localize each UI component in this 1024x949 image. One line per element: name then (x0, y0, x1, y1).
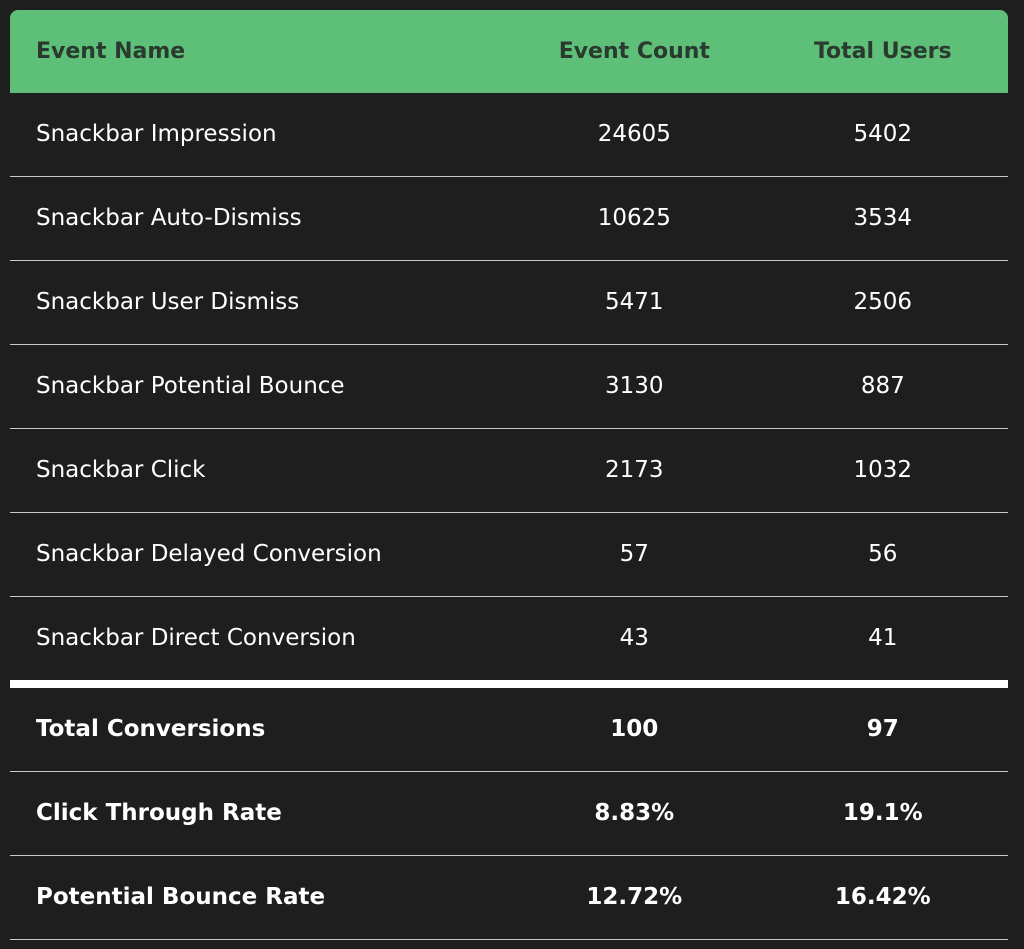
event-name-cell: Snackbar Direct Conversion (36, 625, 356, 651)
event-name-cell: Snackbar Auto-Dismiss (36, 205, 302, 231)
summary-count-cell: 8.83% (594, 800, 675, 826)
summary-name-cell: Click Through Rate (36, 800, 282, 826)
event-count-cell: 10625 (597, 205, 671, 231)
event-count-cell: 43 (619, 625, 649, 651)
total-users-cell: 56 (868, 541, 898, 567)
summary-name-cell: Potential Bounce Rate (36, 884, 326, 910)
event-table: Event Name Event Count Total Users Snack… (10, 10, 1008, 940)
summary-users-cell: 16.42% (834, 884, 931, 910)
table-row: Snackbar Auto-Dismiss 10625 3534 (10, 177, 1008, 261)
header-event-count: Event Count (558, 38, 710, 64)
table-row: Snackbar User Dismiss 5471 2506 (10, 261, 1008, 345)
event-name-cell: Snackbar Delayed Conversion (36, 541, 382, 567)
table-row: Snackbar Click 2173 1032 (10, 429, 1008, 513)
summary-users-cell: 19.1% (842, 800, 923, 826)
table-row: Snackbar Delayed Conversion 57 56 (10, 513, 1008, 597)
summary-count-cell: 12.72% (586, 884, 683, 910)
header-total-users: Total Users (813, 38, 952, 64)
table-row: Snackbar Impression 24605 5402 (10, 93, 1008, 177)
table-row: Snackbar Potential Bounce 3130 887 (10, 345, 1008, 429)
total-users-cell: 3534 (853, 205, 913, 231)
summary-row: Potential Bounce Rate 12.72% 16.42% (10, 856, 1008, 940)
summary-row: Click Through Rate 8.83% 19.1% (10, 772, 1008, 856)
summary-name-cell: Total Conversions (36, 716, 266, 742)
event-name-cell: Snackbar User Dismiss (36, 289, 300, 315)
total-users-cell: 2506 (853, 289, 913, 315)
total-users-cell: 5402 (853, 121, 913, 147)
event-count-cell: 24605 (597, 121, 671, 147)
summary-users-cell: 97 (866, 716, 899, 742)
event-count-cell: 5471 (605, 289, 664, 315)
total-users-cell: 41 (868, 625, 898, 651)
event-count-cell: 3130 (605, 373, 664, 399)
event-name-cell: Snackbar Impression (36, 121, 277, 147)
summary-row: Total Conversions 100 97 (10, 688, 1008, 772)
table-header-row: Event Name Event Count Total Users (10, 10, 1008, 93)
summary-divider (10, 680, 1008, 688)
total-users-cell: 1032 (853, 457, 913, 483)
event-count-cell: 2173 (605, 457, 664, 483)
summary-count-cell: 100 (610, 716, 659, 742)
total-users-cell: 887 (860, 373, 905, 399)
table-row: Snackbar Direct Conversion 43 41 (10, 597, 1008, 680)
event-name-cell: Snackbar Potential Bounce (36, 373, 345, 399)
event-name-cell: Snackbar Click (36, 457, 206, 483)
event-count-cell: 57 (619, 541, 649, 567)
header-event-name: Event Name (36, 38, 186, 64)
